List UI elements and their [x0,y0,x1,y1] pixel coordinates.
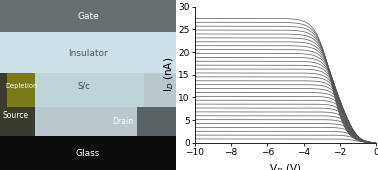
Bar [0,71,35,136]
Text: Insulator: Insulator [68,49,108,58]
Text: Drain: Drain [113,117,133,126]
Y-axis label: I$_D$ (nA): I$_D$ (nA) [162,57,175,92]
Text: Depletion: Depletion [5,83,37,89]
Bar [0,136,176,170]
Text: S/c: S/c [78,81,91,90]
Bar [35,73,144,107]
Bar [0,0,176,32]
Bar [137,107,176,136]
Bar [7,73,46,107]
Bar [0,32,176,73]
Text: Gate: Gate [77,12,99,21]
Text: Source: Source [3,111,29,120]
Text: Glass: Glass [76,149,100,157]
X-axis label: V$_D$ (V): V$_D$ (V) [269,162,302,170]
